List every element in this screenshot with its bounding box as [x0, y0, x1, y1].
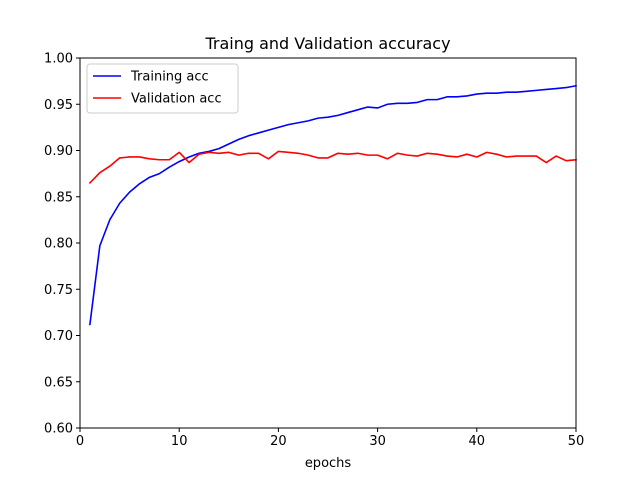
x-axis: 0 10 20 30 40 50: [76, 428, 584, 449]
y-tick-label: 0.65: [44, 375, 73, 390]
y-tick-label: 0.85: [44, 190, 73, 205]
legend: Training acc Validation acc: [86, 63, 239, 114]
y-tick-label: 0.80: [44, 237, 73, 252]
x-tick-label: 20: [270, 434, 287, 449]
y-tick-label: 0.60: [44, 422, 73, 437]
y-tick-label: 0.90: [44, 144, 73, 159]
y-tick-label: 1.00: [44, 52, 73, 67]
legend-label: Validation acc: [131, 92, 222, 107]
y-tick-label: 0.70: [44, 329, 73, 344]
x-tick-label: 40: [469, 434, 486, 449]
y-axis: 0.60 0.65 0.70 0.75 0.80 0.85 0.90 0.95 1.00: [44, 52, 80, 437]
legend-label: Training acc: [130, 70, 209, 85]
y-tick-label: 0.95: [44, 98, 73, 113]
x-tick-label: 50: [568, 434, 585, 449]
series-line-validation-acc: [88, 150, 577, 185]
y-tick-label: 0.75: [44, 283, 73, 298]
x-tick-label: 30: [369, 434, 386, 449]
x-tick-label: 0: [76, 434, 84, 449]
chart-title: Traing and Validation accuracy: [204, 34, 450, 53]
x-axis-label: epochs: [305, 456, 352, 471]
legend-box: [86, 63, 239, 114]
x-tick-label: 10: [171, 434, 188, 449]
plot-area: [88, 84, 577, 326]
series-line-training-acc: [89, 84, 577, 326]
